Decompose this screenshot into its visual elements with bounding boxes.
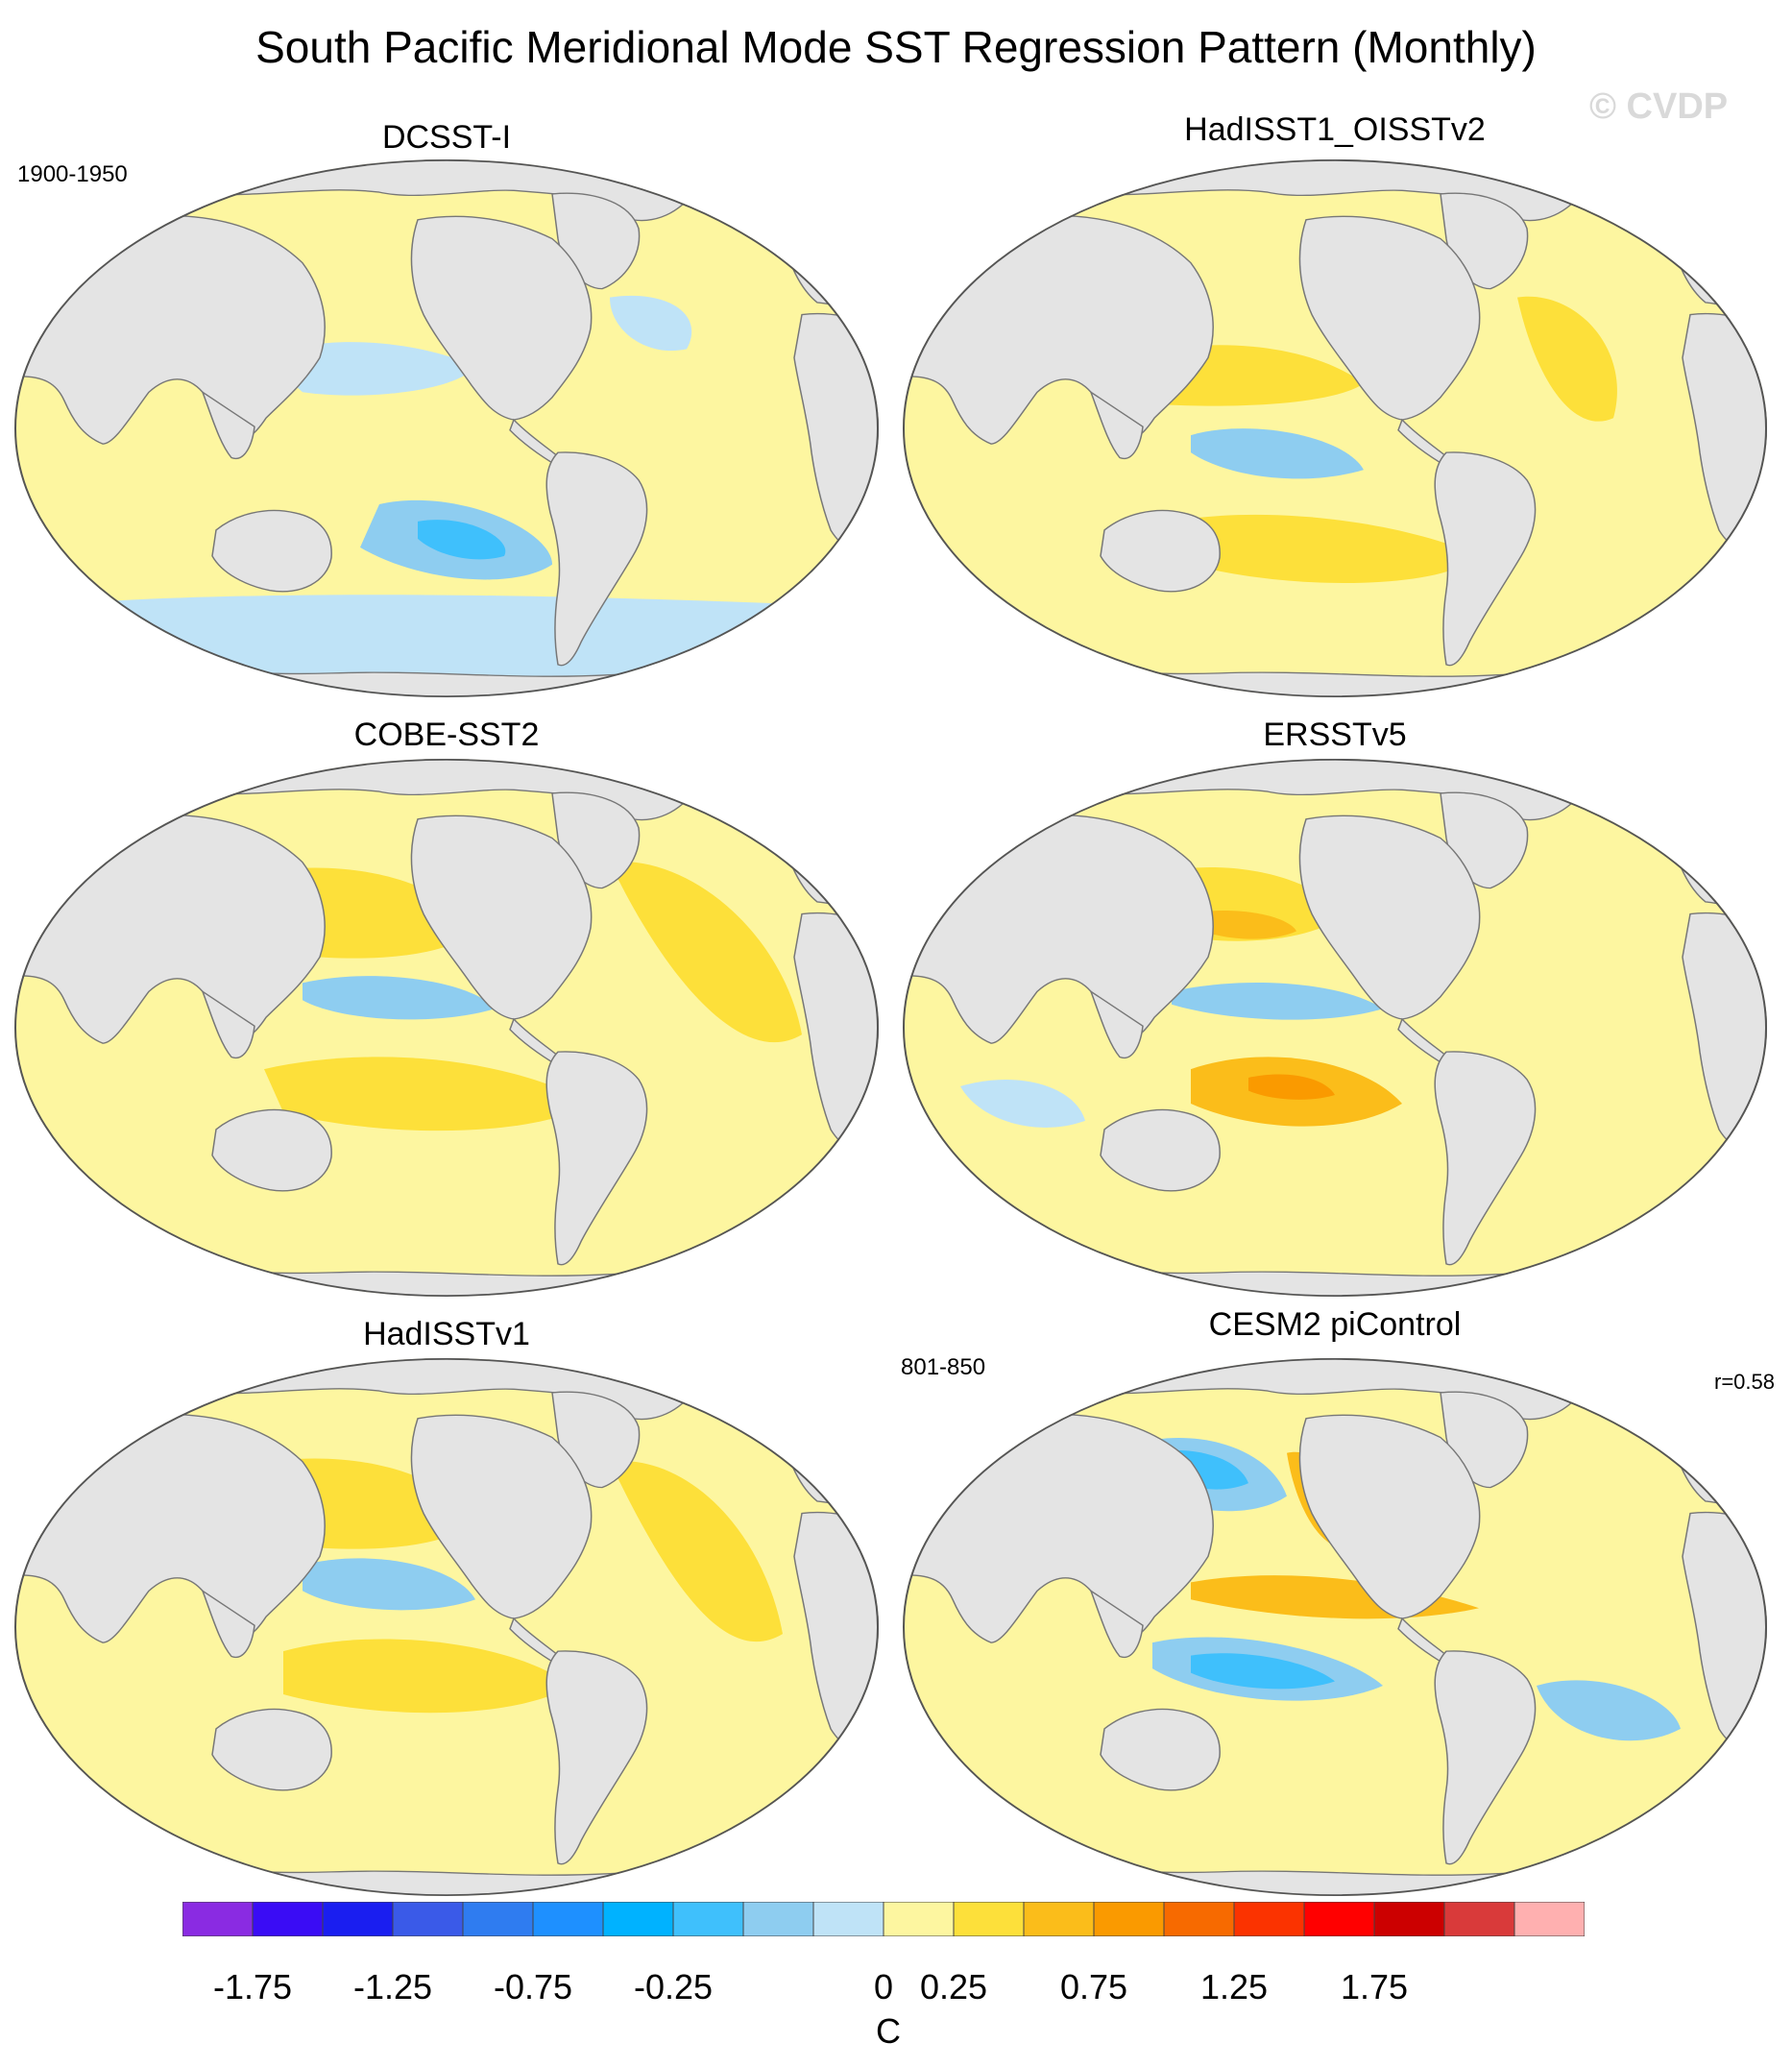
panel-title-hadisst-oisst: HadISST1_OISSTv2 [1184, 111, 1486, 148]
map-cesm2 [903, 1358, 1767, 1896]
panel-title-hadisstv1: HadISSTv1 [363, 1316, 530, 1352]
watermark: © CVDP [1589, 86, 1729, 127]
colorbar-box [1514, 1902, 1585, 1936]
colorbar-box [953, 1902, 1025, 1936]
colorbar-box [1303, 1902, 1375, 1936]
map-dcsst [14, 159, 879, 697]
colorbar-units: C [876, 2011, 901, 2051]
map-hadisstv1 [14, 1358, 879, 1896]
colorbar-box [532, 1902, 604, 1936]
colorbar-box [1233, 1902, 1305, 1936]
panel-title-ersst: ERSSTv5 [1263, 717, 1407, 753]
colorbar-box [1163, 1902, 1235, 1936]
colorbar-box [1443, 1902, 1515, 1936]
colorbar-tick-label: -0.75 [493, 1967, 573, 2006]
colorbar-box [602, 1902, 674, 1936]
colorbar-tick-label: -1.75 [212, 1967, 293, 2006]
colorbar-box [1093, 1902, 1165, 1936]
panel-title-cesm2: CESM2 piControl [1208, 1306, 1462, 1343]
map-cobe [14, 759, 879, 1297]
colorbar-tick-label: 0.25 [919, 1967, 988, 2006]
colorbar-box [742, 1902, 814, 1936]
colorbar-box [672, 1902, 744, 1936]
map-ersst [903, 759, 1767, 1297]
colorbar-box [462, 1902, 534, 1936]
colorbar [182, 1902, 1585, 1936]
colorbar-box [883, 1902, 955, 1936]
colorbar-tick-label: 0 [873, 1967, 894, 2006]
period-label-obs: 1900-1950 [17, 161, 128, 187]
colorbar-box [252, 1902, 324, 1936]
colorbar-box [182, 1902, 254, 1936]
panel-title-dcsst: DCSST-I [381, 119, 512, 156]
figure-title: South Pacific Meridional Mode SST Regres… [255, 22, 1537, 72]
map-hadisst-oisst [903, 159, 1767, 697]
colorbar-box [322, 1902, 394, 1936]
colorbar-box [1023, 1902, 1095, 1936]
colorbar-box [1373, 1902, 1445, 1936]
panel-title-cobe: COBE-SST2 [353, 717, 540, 753]
pattern-correlation: r=0.58 [1714, 1370, 1775, 1394]
colorbar-tick-label: -1.25 [352, 1967, 433, 2006]
colorbar-box [812, 1902, 884, 1936]
colorbar-box [392, 1902, 464, 1936]
colorbar-tick-label: 1.25 [1199, 1967, 1269, 2006]
colorbar-tick-label: -0.25 [633, 1967, 714, 2006]
colorbar-tick-label: 1.75 [1340, 1967, 1409, 2006]
period-label-model: 801-850 [901, 1354, 986, 1380]
colorbar-tick-label: 0.75 [1059, 1967, 1128, 2006]
